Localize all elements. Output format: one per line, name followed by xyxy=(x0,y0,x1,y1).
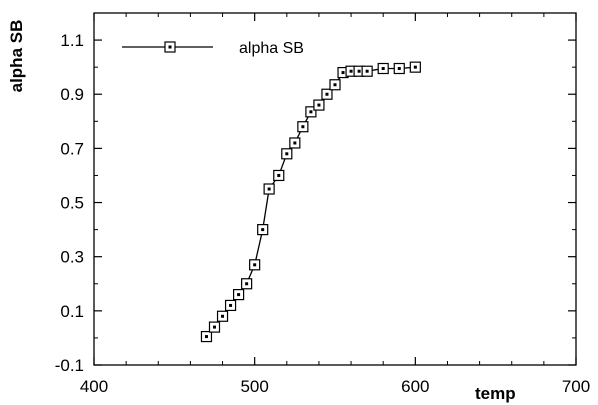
data-point xyxy=(241,278,253,290)
data-point-dot xyxy=(309,110,313,114)
y-tick-label: 1.1 xyxy=(60,31,84,50)
data-point-dot xyxy=(341,71,345,75)
data-point xyxy=(409,61,421,73)
data-point-dot xyxy=(285,152,289,156)
data-point-dot xyxy=(349,69,353,73)
y-axis-title: alpha SB xyxy=(7,20,26,93)
data-point-dot xyxy=(301,125,305,129)
data-point-dot xyxy=(213,325,216,329)
data-point-dot xyxy=(221,314,225,318)
legend-label: alpha SB xyxy=(239,40,304,57)
legend-marker-dot xyxy=(168,45,172,49)
data-point xyxy=(321,88,333,100)
data-point-dot xyxy=(267,187,271,191)
data-point xyxy=(249,259,261,271)
data-point xyxy=(313,99,325,111)
y-tick-label: 0.7 xyxy=(60,139,84,158)
x-tick-label: 600 xyxy=(401,377,429,396)
data-point-dot xyxy=(293,141,297,145)
data-point xyxy=(200,330,213,343)
data-point xyxy=(216,310,229,322)
x-axis: 400 500 600 700 xyxy=(80,13,590,396)
data-point-dot xyxy=(365,69,369,73)
data-point-dot xyxy=(229,303,233,307)
data-point-dot xyxy=(253,263,257,267)
plot-frame xyxy=(93,12,577,366)
data-point-dot xyxy=(413,65,417,69)
x-tick-label: 400 xyxy=(80,377,108,396)
data-point xyxy=(393,62,405,75)
y-tick-label: -0.1 xyxy=(55,356,84,375)
y-axis: -0.1 0.1 0.3 0.5 0.7 0.9 1.1 xyxy=(55,31,576,375)
data-point-dot xyxy=(381,67,385,71)
data-point xyxy=(289,137,301,149)
data-point xyxy=(257,224,269,236)
data-point xyxy=(281,148,293,160)
data-point xyxy=(224,299,237,312)
data-point xyxy=(377,62,389,75)
data-point xyxy=(263,183,275,195)
data-point-dot xyxy=(397,67,401,71)
data-point-dot xyxy=(357,69,361,73)
data-point-dot xyxy=(333,83,337,87)
data-point-dot xyxy=(325,92,329,96)
data-point xyxy=(273,169,285,182)
data-point-dot xyxy=(245,282,249,286)
data-point-dot xyxy=(204,335,208,339)
data-point-dot xyxy=(277,173,281,177)
y-tick-label: 0.1 xyxy=(60,302,84,321)
y-tick-label: 0.5 xyxy=(60,194,84,213)
data-point-dot xyxy=(317,103,321,107)
legend: alpha SB xyxy=(122,40,304,57)
x-tick-label: 500 xyxy=(240,377,268,396)
data-point xyxy=(361,65,373,77)
data-point-dot xyxy=(237,293,241,297)
data-point xyxy=(233,289,245,301)
data-point-dot xyxy=(261,228,265,232)
data-point xyxy=(208,321,221,333)
y-tick-label: 0.9 xyxy=(60,85,84,104)
y-tick-label: 0.3 xyxy=(60,248,84,267)
data-point xyxy=(305,106,317,118)
x-tick-label: 700 xyxy=(562,377,590,396)
data-point xyxy=(297,121,309,133)
data-point xyxy=(329,79,341,91)
series-layer xyxy=(200,61,421,343)
x-axis-title: temp xyxy=(475,384,516,403)
